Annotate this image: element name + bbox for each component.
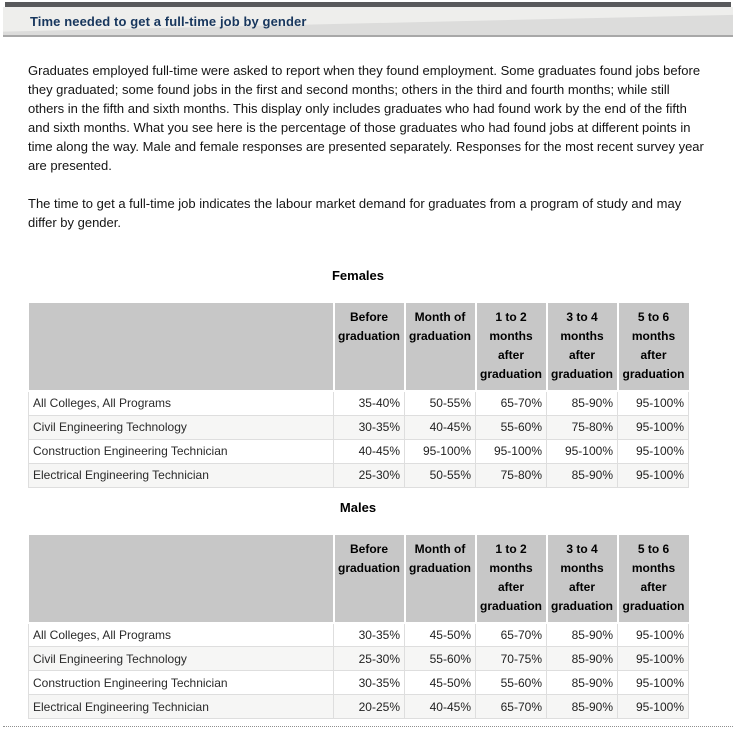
top-accent-bar	[5, 2, 731, 7]
males-table: Before graduation Month of graduation 1 …	[28, 534, 689, 719]
row-label: Construction Engineering Technician	[28, 438, 334, 464]
table-row: All Colleges, All Programs 30-35% 45-50%…	[28, 622, 689, 647]
females-table: Before graduation Month of graduation 1 …	[28, 303, 689, 488]
value-cell: 85-90%	[546, 694, 618, 719]
column-header: 5 to 6 months after graduation	[616, 303, 689, 392]
row-label: Electrical Engineering Technician	[28, 462, 334, 488]
page-title: Time needed to get a full-time job by ge…	[30, 14, 307, 29]
value-cell: 85-90%	[546, 622, 618, 647]
column-header: 3 to 4 months after graduation	[545, 303, 619, 392]
value-cell: 75-80%	[546, 414, 618, 440]
row-label: Electrical Engineering Technician	[28, 694, 334, 719]
value-cell: 70-75%	[475, 646, 547, 671]
table-row: Civil Engineering Technology 25-30% 55-6…	[28, 646, 689, 671]
value-cell: 20-25%	[333, 694, 405, 719]
value-cell: 95-100%	[617, 622, 689, 647]
page-header: Time needed to get a full-time job by ge…	[3, 7, 733, 37]
value-cell: 95-100%	[617, 670, 689, 695]
value-cell: 50-55%	[404, 390, 476, 416]
value-cell: 45-50%	[404, 622, 476, 647]
column-header: Before graduation	[332, 534, 406, 624]
column-header: Month of graduation	[403, 534, 477, 624]
column-header: Month of graduation	[403, 303, 477, 392]
header-row: Before graduation Month of graduation 1 …	[28, 303, 689, 392]
column-header: 1 to 2 months after graduation	[474, 303, 548, 392]
males-heading: Males	[339, 499, 377, 515]
females-section: Females Before graduation Month of gradu…	[28, 268, 708, 488]
value-cell: 85-90%	[546, 670, 618, 695]
value-cell: 95-100%	[617, 694, 689, 719]
value-cell: 75-80%	[475, 462, 547, 488]
value-cell: 40-45%	[404, 414, 476, 440]
value-cell: 35-40%	[333, 390, 405, 416]
corner-cell	[28, 534, 335, 624]
table-row: Electrical Engineering Technician 20-25%…	[28, 694, 689, 719]
row-label: All Colleges, All Programs	[28, 390, 334, 416]
value-cell: 30-35%	[333, 414, 405, 440]
value-cell: 95-100%	[475, 438, 547, 464]
value-cell: 65-70%	[475, 694, 547, 719]
value-cell: 25-30%	[333, 646, 405, 671]
value-cell: 65-70%	[475, 390, 547, 416]
value-cell: 95-100%	[404, 438, 476, 464]
value-cell: 95-100%	[546, 438, 618, 464]
header-row: Before graduation Month of graduation 1 …	[28, 534, 689, 624]
value-cell: 85-90%	[546, 646, 618, 671]
table-row: Construction Engineering Technician 30-3…	[28, 670, 689, 695]
corner-cell	[28, 303, 335, 392]
column-header: 5 to 6 months after graduation	[616, 534, 689, 624]
table-row: Construction Engineering Technician 40-4…	[28, 438, 689, 464]
value-cell: 25-30%	[333, 462, 405, 488]
value-cell: 95-100%	[617, 462, 689, 488]
value-cell: 65-70%	[475, 622, 547, 647]
value-cell: 40-45%	[404, 694, 476, 719]
value-cell: 30-35%	[333, 622, 405, 647]
column-header: 3 to 4 months after graduation	[545, 534, 619, 624]
value-cell: 40-45%	[333, 438, 405, 464]
value-cell: 45-50%	[404, 670, 476, 695]
row-label: All Colleges, All Programs	[28, 622, 334, 647]
value-cell: 55-60%	[475, 670, 547, 695]
females-heading: Females	[331, 268, 385, 283]
summary-paragraph: The time to get a full-time job indicate…	[28, 196, 682, 230]
row-label: Construction Engineering Technician	[28, 670, 334, 695]
value-cell: 95-100%	[617, 646, 689, 671]
table-row: Civil Engineering Technology 30-35% 40-4…	[28, 414, 689, 440]
value-cell: 95-100%	[617, 438, 689, 464]
intro-paragraph: Graduates employed full-time were asked …	[28, 63, 704, 173]
value-cell: 50-55%	[404, 462, 476, 488]
value-cell: 55-60%	[475, 414, 547, 440]
value-cell: 95-100%	[617, 414, 689, 440]
row-label: Civil Engineering Technology	[28, 646, 334, 671]
dotted-divider	[3, 726, 733, 727]
value-cell: 85-90%	[546, 390, 618, 416]
value-cell: 30-35%	[333, 670, 405, 695]
males-table-header: Before graduation Month of graduation 1 …	[28, 534, 689, 624]
column-header: Before graduation	[332, 303, 406, 392]
males-section: Males Before graduation Month of graduat…	[28, 499, 708, 719]
column-header: 1 to 2 months after graduation	[474, 534, 548, 624]
table-row: All Colleges, All Programs 35-40% 50-55%…	[28, 390, 689, 416]
value-cell: 95-100%	[617, 390, 689, 416]
value-cell: 55-60%	[404, 646, 476, 671]
content-area: Graduates employed full-time were asked …	[0, 61, 736, 719]
row-label: Civil Engineering Technology	[28, 414, 334, 440]
table-row: Electrical Engineering Technician 25-30%…	[28, 462, 689, 488]
females-table-header: Before graduation Month of graduation 1 …	[28, 303, 689, 392]
value-cell: 85-90%	[546, 462, 618, 488]
